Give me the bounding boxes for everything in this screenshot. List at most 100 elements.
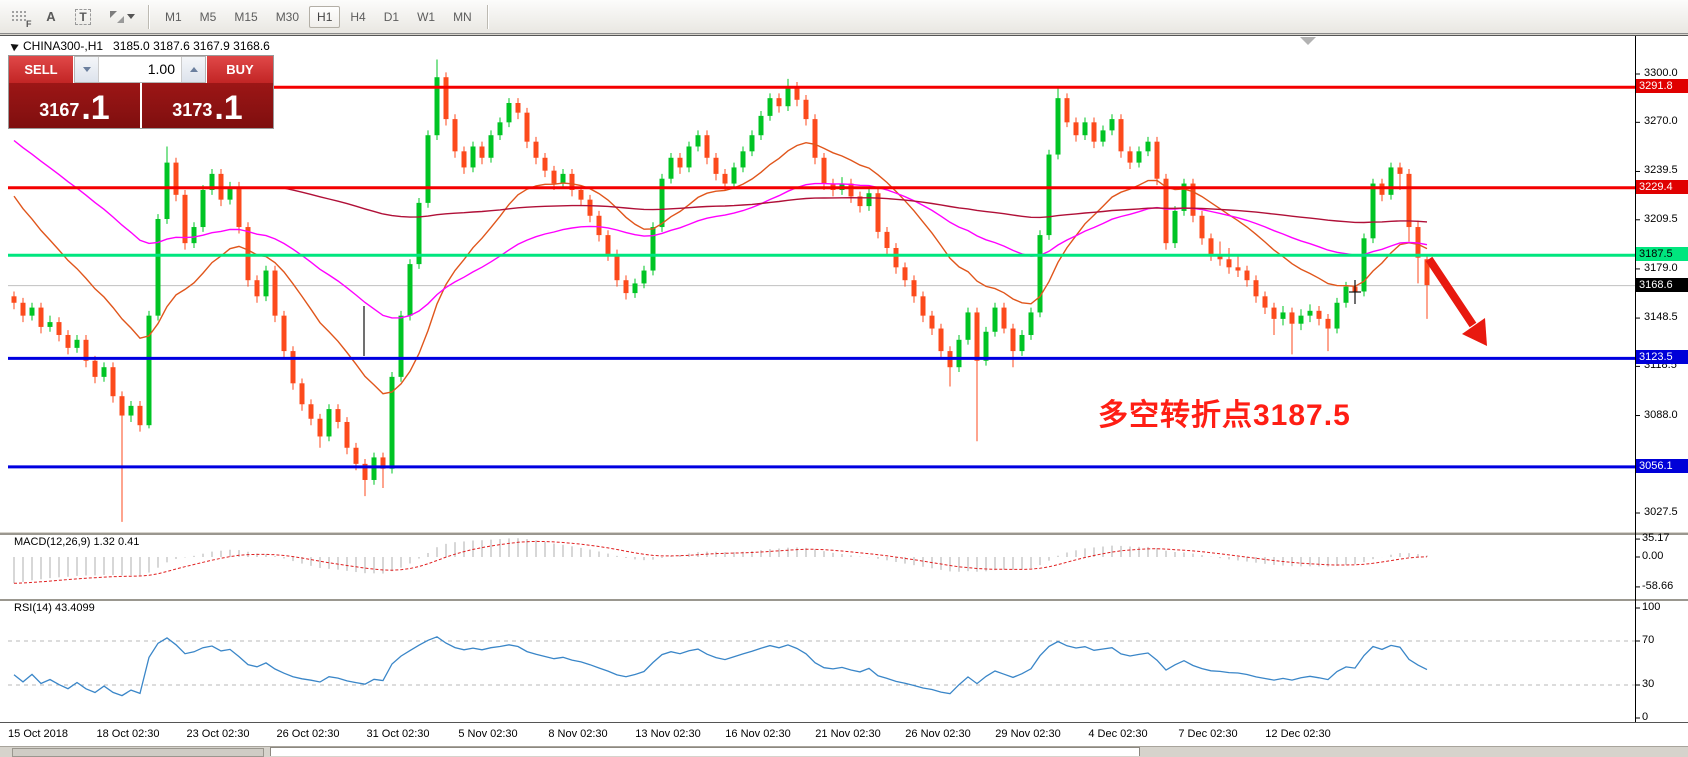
candle bbox=[1064, 98, 1070, 123]
candle bbox=[623, 280, 629, 294]
candle bbox=[551, 170, 557, 184]
timeframe-button-h1[interactable]: H1 bbox=[309, 5, 341, 28]
candle bbox=[704, 135, 710, 158]
candle bbox=[416, 202, 422, 265]
candle bbox=[29, 307, 35, 316]
time-axis-label: 26 Nov 02:30 bbox=[905, 728, 971, 740]
buy-button[interactable]: BUY bbox=[206, 56, 273, 83]
rsi-panel[interactable] bbox=[0, 599, 1688, 724]
candle bbox=[470, 146, 476, 168]
candle bbox=[803, 99, 809, 120]
candle bbox=[983, 331, 989, 361]
price-line-label: 3229.4 bbox=[1636, 179, 1688, 194]
candle bbox=[605, 235, 611, 255]
candle bbox=[1271, 307, 1277, 319]
candle bbox=[812, 119, 818, 158]
candle bbox=[461, 151, 467, 168]
grid-dots-glyph: F bbox=[10, 10, 32, 29]
price-line-label: 3123.5 bbox=[1636, 350, 1688, 365]
candle bbox=[1010, 328, 1016, 352]
timeframe-button-m1[interactable]: M1 bbox=[165, 9, 182, 24]
volume-decrease-button[interactable] bbox=[75, 57, 98, 82]
candle bbox=[641, 270, 647, 284]
rsi-axis-label: 70 bbox=[1642, 634, 1655, 646]
candle bbox=[1424, 259, 1430, 286]
candle bbox=[128, 405, 134, 416]
candle bbox=[1028, 312, 1034, 335]
main-chart-panel[interactable] bbox=[0, 35, 1688, 532]
time-axis-label: 26 Oct 02:30 bbox=[276, 728, 340, 740]
candle bbox=[515, 102, 521, 113]
buy-price-frac: .1 bbox=[214, 89, 243, 127]
candle bbox=[578, 189, 584, 200]
candle bbox=[524, 112, 530, 142]
candle bbox=[173, 162, 179, 195]
candle bbox=[1163, 178, 1169, 244]
volume-input[interactable]: 1.00 bbox=[98, 57, 182, 82]
candle bbox=[1235, 267, 1241, 271]
candle bbox=[938, 328, 944, 352]
price-tick-label: 3300.0 bbox=[1644, 67, 1678, 79]
timeframe-button-m5[interactable]: M5 bbox=[199, 9, 217, 24]
timeframe-button-mn[interactable]: MN bbox=[453, 9, 472, 24]
time-axis-label: 8 Nov 02:30 bbox=[548, 728, 608, 740]
timeframe-button-d1[interactable]: D1 bbox=[383, 9, 400, 24]
macd-indicator-label: MACD(12,26,9) 1.32 0.41 bbox=[14, 536, 140, 548]
candle bbox=[398, 315, 404, 377]
price-line-label: 3187.5 bbox=[1636, 247, 1688, 262]
candle bbox=[920, 296, 926, 316]
candle bbox=[227, 186, 233, 200]
sell-button[interactable]: SELL bbox=[9, 56, 74, 83]
text-label-icon[interactable]: T bbox=[70, 6, 96, 28]
price-line-label: 3291.8 bbox=[1636, 79, 1688, 94]
candle bbox=[1397, 167, 1403, 174]
macd-signal-line bbox=[13, 540, 1428, 584]
candle bbox=[569, 173, 575, 190]
font-icon[interactable]: A bbox=[46, 9, 56, 24]
candle bbox=[956, 339, 962, 368]
candle bbox=[272, 270, 278, 316]
candle bbox=[245, 227, 251, 281]
arrange-arrows-icon[interactable] bbox=[102, 6, 142, 28]
time-axis-label: 21 Nov 02:30 bbox=[815, 728, 881, 740]
candle bbox=[506, 102, 512, 123]
candle bbox=[1208, 238, 1214, 255]
price-tick-label: 3270.0 bbox=[1644, 115, 1678, 128]
price-tick-label: 3027.5 bbox=[1644, 505, 1678, 518]
candle bbox=[650, 227, 656, 271]
crosshair-grid-icon[interactable]: F bbox=[6, 6, 32, 29]
candle bbox=[1334, 302, 1340, 329]
candle bbox=[848, 183, 854, 197]
timeframe-button-h4[interactable]: H4 bbox=[350, 9, 366, 24]
macd-panel[interactable] bbox=[0, 533, 1688, 599]
candle bbox=[92, 360, 98, 377]
price-tick-label: 3209.5 bbox=[1644, 212, 1678, 225]
price-line-label: 3168.6 bbox=[1636, 277, 1688, 292]
rsi-axis-label: 30 bbox=[1642, 678, 1655, 690]
volume-increase-button[interactable] bbox=[182, 57, 205, 82]
candle bbox=[1001, 307, 1007, 329]
candle bbox=[929, 315, 935, 329]
macd-axis-label: 0.00 bbox=[1642, 550, 1664, 562]
candle bbox=[1253, 280, 1259, 297]
timeframe-button-m15[interactable]: M15 bbox=[234, 9, 258, 24]
candle bbox=[380, 457, 386, 469]
timeframe-button-m30[interactable]: M30 bbox=[275, 9, 300, 24]
timeframe-button-w1[interactable]: W1 bbox=[417, 9, 436, 24]
candle bbox=[668, 157, 674, 179]
candle bbox=[182, 194, 188, 244]
candle bbox=[1190, 183, 1196, 216]
sell-price-frac: .1 bbox=[81, 89, 110, 127]
candle bbox=[263, 270, 269, 297]
sell-price-button[interactable]: 3167 .1 bbox=[9, 83, 142, 128]
candle bbox=[785, 86, 791, 107]
candle bbox=[1181, 183, 1187, 211]
candle bbox=[353, 447, 359, 464]
candle bbox=[713, 157, 719, 174]
candle bbox=[857, 196, 863, 207]
candle bbox=[308, 404, 314, 419]
buy-price-button[interactable]: 3173 .1 bbox=[142, 83, 273, 128]
time-axis[interactable] bbox=[0, 722, 1688, 747]
candle bbox=[992, 307, 998, 332]
